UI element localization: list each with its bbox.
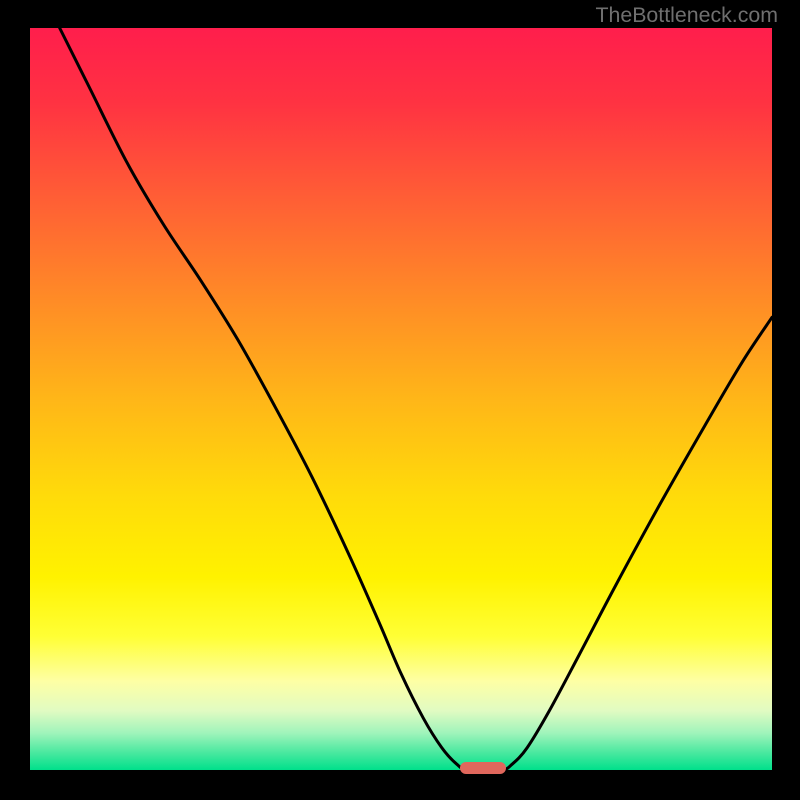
trough-marker	[460, 762, 506, 774]
plot-area	[30, 28, 772, 770]
bottleneck-curve	[30, 28, 772, 770]
watermark-text: TheBottleneck.com	[595, 3, 778, 28]
